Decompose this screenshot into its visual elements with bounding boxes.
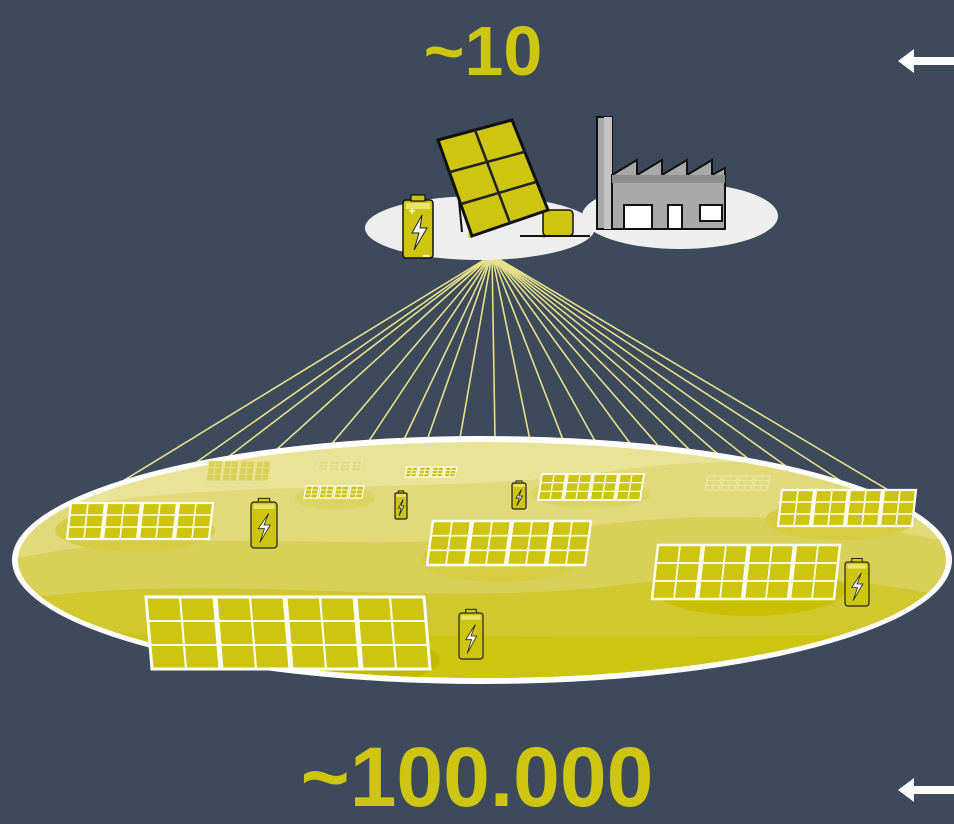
solar-panel-icon	[303, 485, 320, 499]
solar-panel-icon	[720, 475, 739, 491]
connection-line	[424, 254, 493, 447]
solar-panel-icon	[317, 460, 330, 472]
solar-panel-icon	[443, 466, 458, 478]
solar-panel-icon	[465, 519, 513, 567]
solar-panel-icon	[430, 466, 445, 478]
top-count-label: ~10	[423, 12, 543, 90]
solar-panel-icon	[436, 118, 590, 238]
solar-panel-icon	[328, 460, 341, 472]
solar-panel-icon	[253, 460, 272, 482]
solar-panel-icon	[844, 488, 884, 528]
solar-panel-icon	[742, 543, 796, 601]
connection-line	[491, 254, 786, 489]
solar-panel-icon	[350, 460, 363, 472]
svg-text:+: +	[408, 206, 416, 217]
connection-line	[491, 254, 746, 479]
battery-icon	[394, 490, 408, 520]
solar-panel-icon	[752, 475, 771, 491]
connection-line	[491, 254, 496, 439]
solar-panel-icon	[354, 595, 432, 671]
battery-icon: +	[402, 194, 434, 259]
solar-panel-icon	[588, 473, 620, 501]
solar-panel-icon	[736, 475, 755, 491]
battery-icon	[511, 480, 527, 510]
solar-panel-icon	[545, 519, 593, 567]
solar-panel-icon	[318, 485, 335, 499]
solar-panel-icon	[788, 543, 842, 601]
solar-panel-icon	[214, 595, 292, 671]
solar-panel-icon	[221, 460, 240, 482]
solar-panel-icon	[417, 466, 432, 478]
solar-panel-icon	[144, 595, 222, 671]
battery-icon	[250, 497, 278, 549]
connection-line	[491, 254, 566, 446]
connection-line	[491, 254, 713, 473]
central-plant: +	[365, 116, 778, 260]
connection-lines	[94, 254, 896, 499]
left-arrow-icon	[898, 778, 954, 802]
solar-panel-icon	[614, 473, 646, 501]
factory-icon	[596, 116, 726, 230]
battery-icon	[458, 608, 484, 660]
solar-panel-icon	[562, 473, 594, 501]
solar-panel-icon	[704, 475, 723, 491]
connection-line	[214, 254, 493, 468]
distributed-batteries	[250, 480, 870, 660]
solar-panel-icon	[536, 473, 568, 501]
solar-panel-icon	[810, 488, 850, 528]
connection-line	[491, 254, 676, 466]
solar-panel-icon	[696, 543, 750, 601]
connection-line	[177, 254, 493, 476]
solar-panel-icon	[650, 543, 704, 601]
solar-panel-icon	[339, 460, 352, 472]
connection-line	[94, 254, 493, 499]
solar-panel-icon	[425, 519, 473, 567]
solar-panel-icon	[101, 501, 143, 541]
connection-line	[491, 254, 823, 493]
connection-line	[491, 254, 641, 458]
connection-line	[264, 254, 493, 461]
connection-line	[491, 254, 896, 495]
distributed-solar-panels	[65, 460, 918, 671]
connection-line	[354, 254, 493, 463]
solar-panel-icon	[205, 460, 224, 482]
solar-panel-icon	[65, 501, 107, 541]
connection-line	[317, 254, 493, 461]
solar-panel-icon	[505, 519, 553, 567]
solar-panel-icon	[348, 485, 365, 499]
connection-line	[397, 254, 493, 453]
connection-line	[491, 254, 531, 441]
connection-line	[459, 254, 493, 439]
solar-panel-icon	[284, 595, 362, 671]
solar-panel-icon	[776, 488, 816, 528]
connection-line	[491, 254, 856, 491]
solar-panel-icon	[237, 460, 256, 482]
solar-panel-icon	[173, 501, 215, 541]
solar-panel-icon	[404, 466, 419, 478]
left-arrow-icon	[898, 49, 954, 73]
solar-panel-icon	[333, 485, 350, 499]
solar-panel-icon	[137, 501, 179, 541]
solar-panel-icon	[878, 488, 918, 528]
battery-icon	[844, 557, 870, 607]
connection-line	[491, 254, 601, 451]
bottom-count-label: ~100.000	[300, 730, 654, 824]
